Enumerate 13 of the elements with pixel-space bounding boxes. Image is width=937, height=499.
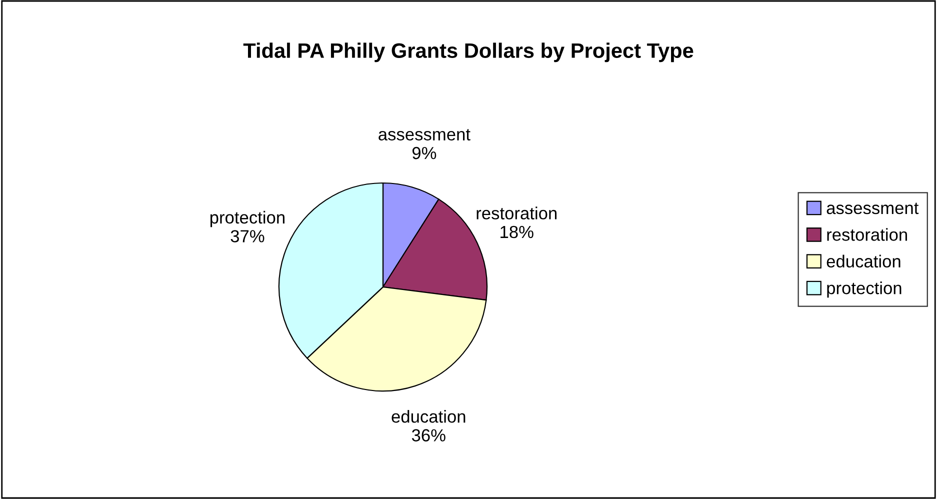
chart-title: Tidal PA Philly Grants Dollars by Project Type — [243, 42, 694, 62]
data-label: 18% — [500, 226, 534, 238]
slice-label: restoration — [476, 206, 557, 220]
slice-label: assessment — [378, 129, 470, 140]
data-label: 37% — [230, 230, 264, 242]
legend-label: education — [826, 254, 900, 268]
data-label: 36% — [412, 429, 446, 442]
legend-label: restoration — [827, 228, 907, 241]
slice-label: education — [392, 410, 466, 423]
slice-label: protection — [210, 210, 284, 228]
legend-label: protection — [827, 281, 902, 298]
legend-label: assessment — [826, 202, 919, 214]
data-label: 9% — [412, 146, 436, 160]
